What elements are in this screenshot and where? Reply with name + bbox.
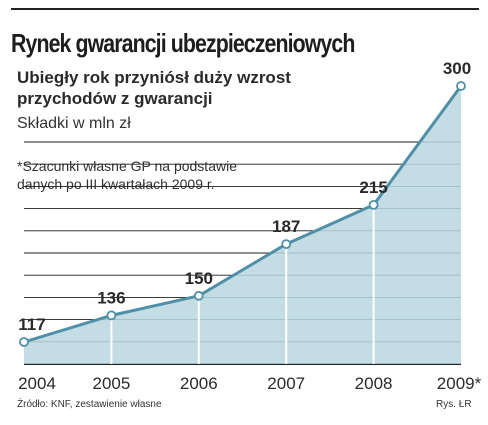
x-label-2006: 2006 (180, 374, 218, 393)
source-note: Źródło: KNF, zestawienie własne (17, 399, 162, 410)
x-axis-labels: 2004 2005 2006 2007 2008 2009* (18, 374, 482, 393)
data-point-2009* (456, 81, 466, 91)
series-line (23, 85, 463, 344)
value-label-2005: 136 (97, 288, 125, 307)
data-point-2007 (281, 239, 292, 250)
value-label-2004: 117 (18, 315, 45, 334)
x-label-2007: 2007 (267, 374, 305, 393)
drop-lines (110, 204, 375, 364)
data-point-2005 (106, 310, 117, 321)
footnote: *Szacunki własne GP na podstawie danych … (17, 158, 237, 192)
value-label-2006: 150 (185, 269, 213, 288)
value-label-2007: 187 (272, 217, 300, 236)
chart-title: Rynek gwarancji ubezpieczeniowych (11, 28, 355, 58)
top-rule (11, 8, 479, 10)
units-label: Składki w mln zł (17, 115, 131, 132)
x-label-2008: 2008 (355, 374, 393, 393)
data-point-2008 (368, 199, 379, 210)
x-label-2005: 2005 (92, 374, 130, 393)
data-points (19, 81, 466, 347)
x-label-2004: 2004 (18, 374, 56, 393)
value-label-2009*: 300 (443, 59, 471, 78)
chart-subtitle: Ubiegły rok przyniósł duży wzrost przych… (17, 68, 291, 108)
credit-note: Rys. ŁR (436, 399, 472, 410)
data-point-2004 (19, 337, 29, 347)
value-label-2008: 215 (359, 178, 387, 197)
x-label-2009*: 2009* (437, 374, 482, 393)
value-labels: 117 136 150 187 215 300 (18, 59, 471, 334)
data-point-2006 (193, 290, 204, 301)
area-fill (24, 86, 461, 364)
